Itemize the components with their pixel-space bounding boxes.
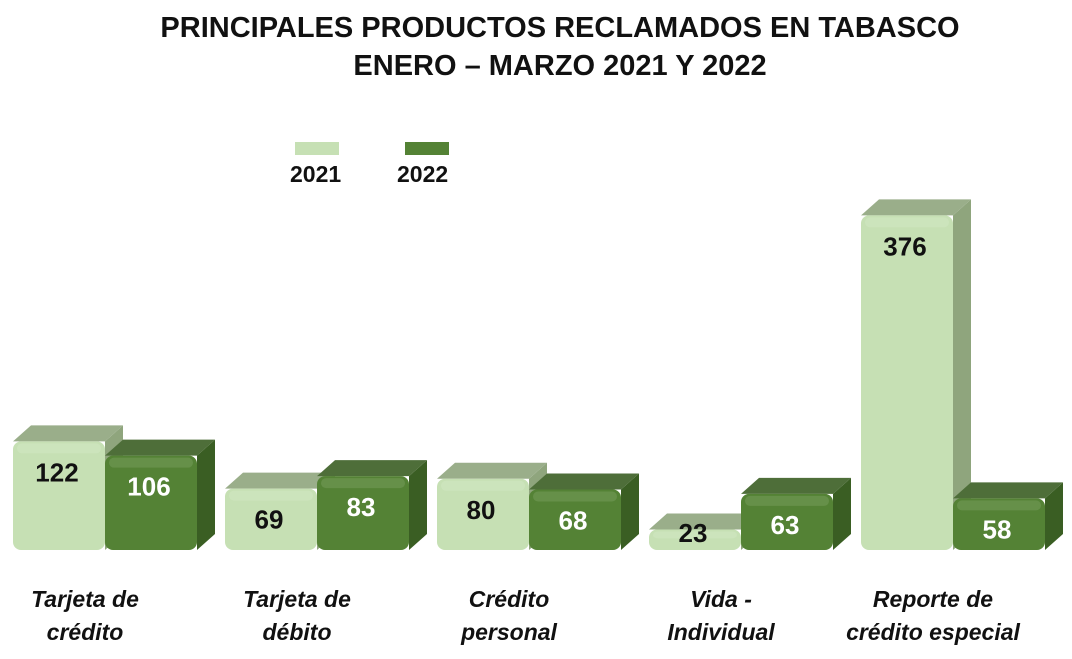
category-label-line: Individual — [667, 619, 775, 645]
bar-top-2021 — [437, 462, 547, 479]
category-label-line: Vida - — [690, 586, 752, 612]
data-label-2022: 83 — [347, 492, 376, 522]
bar-2022 — [317, 476, 409, 550]
category-label: Tarjeta de débito — [197, 583, 397, 649]
bar-2021 — [861, 215, 953, 551]
data-label-2021: 69 — [255, 505, 284, 535]
legend-swatch-2022 — [405, 142, 449, 155]
category-label-line: personal — [461, 619, 557, 645]
bar-highlight — [865, 217, 949, 228]
bar-top-2021 — [649, 513, 759, 530]
bar-highlight — [441, 480, 525, 491]
bar-side-2022 — [621, 473, 639, 550]
category-label: Crédito personal — [409, 583, 609, 649]
bar-highlight — [533, 491, 617, 502]
bar-top-2022 — [105, 439, 215, 456]
bar-2021 — [225, 488, 317, 550]
category-label-line: Reporte de — [872, 586, 994, 612]
category-label-line: crédito especial — [846, 619, 1020, 645]
chart-title: PRINCIPALES PRODUCTOS RECLAMADOS EN TABA… — [160, 12, 960, 44]
bar-top-2022 — [953, 482, 1063, 499]
bar-2022 — [953, 498, 1045, 550]
data-label-2021: 80 — [467, 495, 496, 525]
bar-highlight — [653, 531, 737, 539]
data-label-2022: 63 — [771, 510, 800, 540]
bar-highlight — [17, 443, 101, 454]
bar-2022 — [741, 493, 833, 550]
category-label-line: Tarjeta de — [243, 586, 351, 612]
category-label-line: débito — [262, 619, 332, 645]
bar-side-2022 — [833, 477, 851, 550]
bar-top-2022 — [317, 460, 427, 477]
bar-side-2021 — [953, 199, 971, 551]
chart-subtitle: ENERO – MARZO 2021 Y 2022 — [353, 50, 767, 82]
bar-top-2021 — [861, 199, 971, 216]
legend-label-2022: 2022 — [397, 161, 449, 187]
bar-highlight — [957, 500, 1041, 511]
bar-2022 — [529, 489, 621, 550]
bar-side-2022 — [409, 460, 427, 550]
bar-highlight — [745, 495, 829, 506]
bar-highlight — [229, 490, 313, 501]
data-label-2021: 122 — [35, 457, 78, 487]
bar-side-2022 — [197, 439, 215, 550]
data-label-2022: 68 — [559, 505, 588, 535]
category-label: Vida - Individual — [621, 583, 821, 649]
data-label-2021: 376 — [883, 231, 926, 261]
bar-top-2021 — [225, 472, 335, 489]
bar-top-2022 — [741, 477, 851, 494]
data-label-2022: 106 — [127, 472, 170, 502]
bar-top-2022 — [529, 473, 639, 490]
category-label-line: Tarjeta de — [31, 586, 139, 612]
data-label-2021: 23 — [679, 518, 708, 548]
legend-swatch-2021 — [295, 142, 339, 155]
category-label: Tarjeta de crédito — [0, 583, 185, 649]
bar-side-2022 — [1045, 482, 1063, 550]
bar-2022 — [105, 455, 197, 550]
bar-2021 — [437, 478, 529, 550]
bar-highlight — [321, 478, 405, 489]
legend-label-2021: 2021 — [290, 161, 342, 187]
bar-top-2021 — [13, 425, 123, 442]
category-label-line: crédito — [46, 619, 124, 645]
bar-highlight — [109, 457, 193, 468]
category-label-line: Crédito — [468, 586, 550, 612]
category-label: Reporte de crédito especial — [833, 583, 1033, 649]
data-label-2022: 58 — [983, 514, 1012, 544]
bar-2021 — [13, 441, 105, 550]
